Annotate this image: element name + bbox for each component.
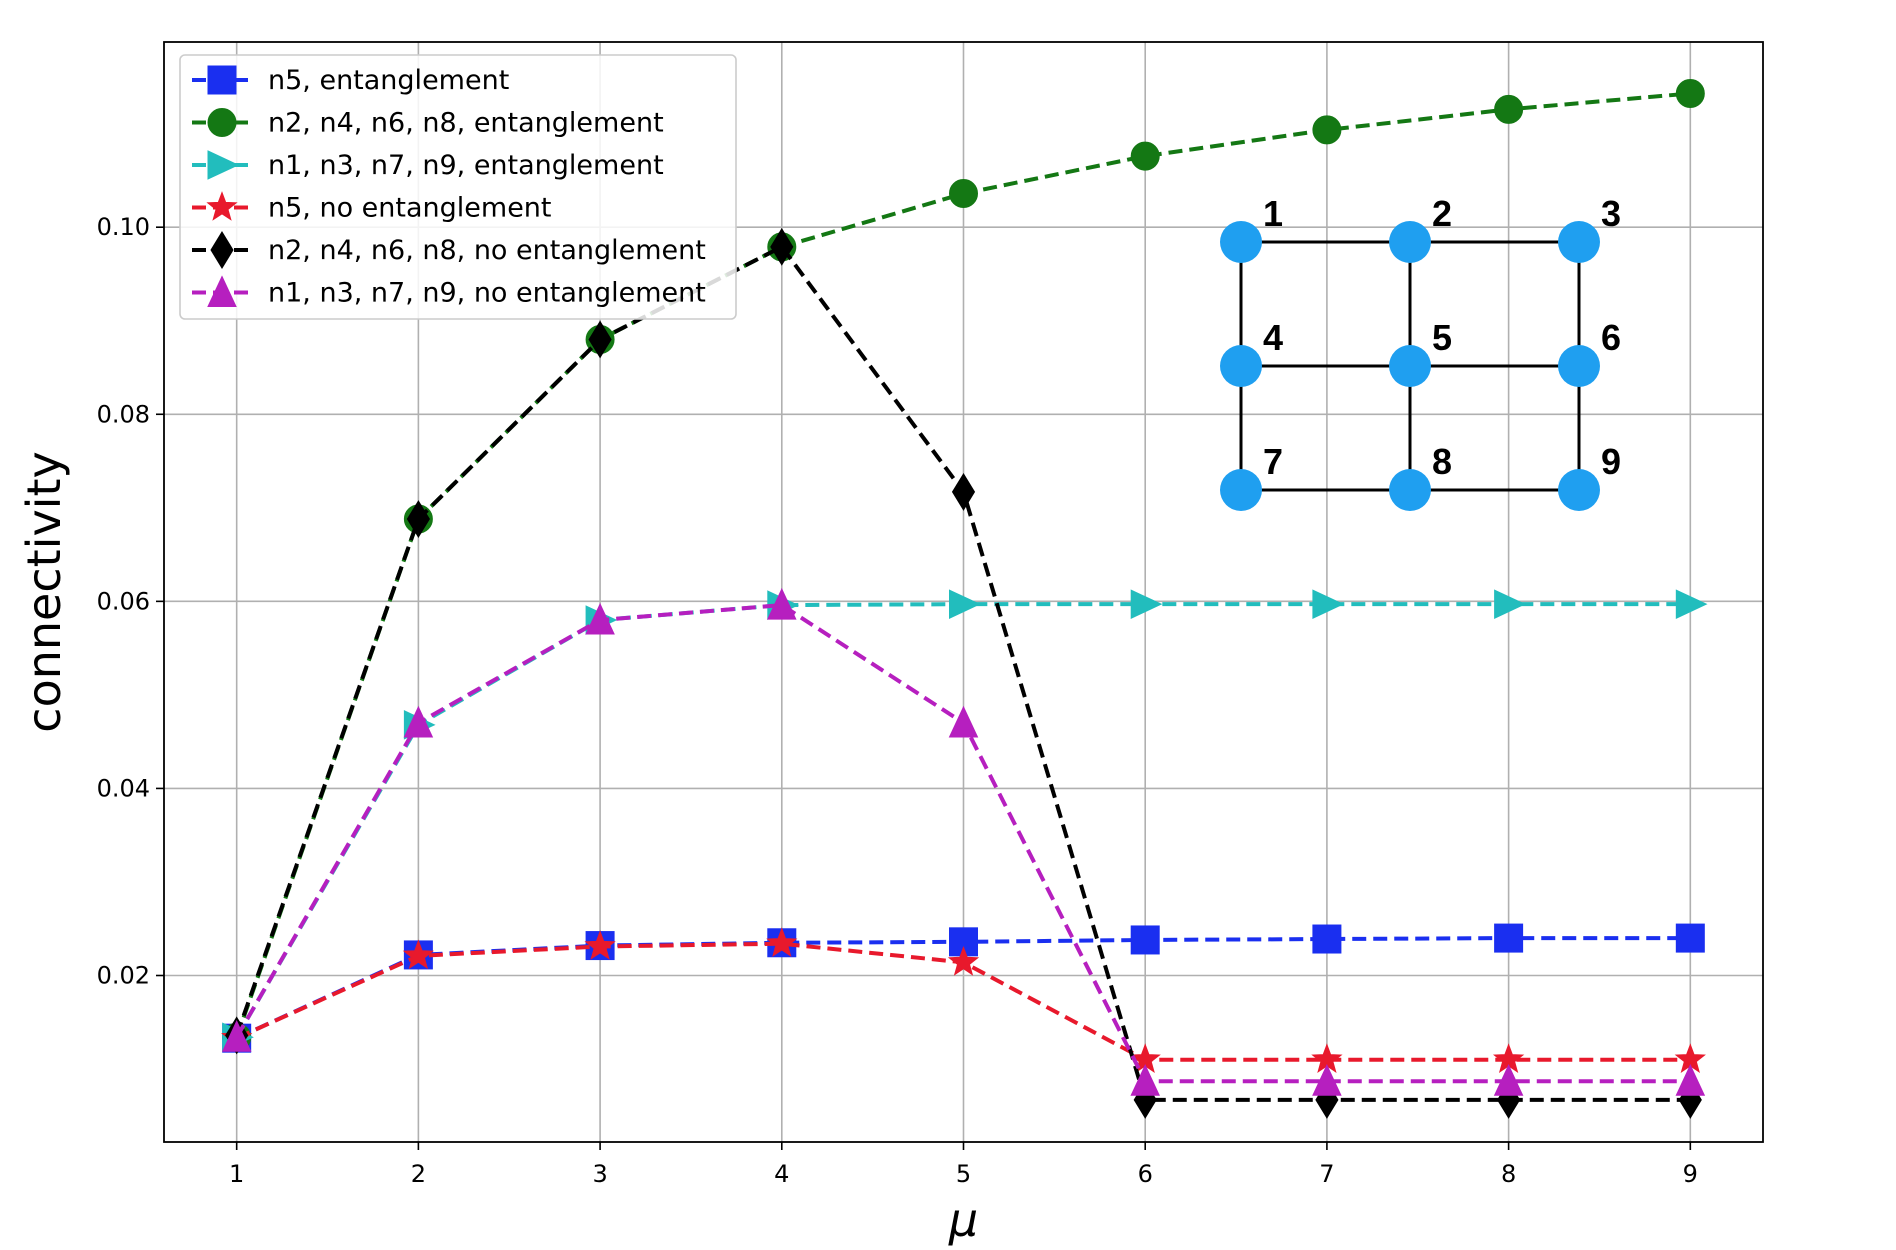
x-tick-label: 4 — [774, 1160, 789, 1188]
data-point — [403, 705, 434, 738]
data-point — [1130, 141, 1160, 171]
data-point — [1130, 1064, 1160, 1096]
series-6 — [221, 587, 1706, 1096]
data-point — [585, 602, 615, 635]
x-tick-label: 3 — [592, 1160, 607, 1188]
data-point — [1675, 589, 1708, 619]
data-point — [588, 320, 612, 359]
data-point — [949, 179, 978, 209]
y-tick-label: 0.04 — [97, 774, 150, 802]
y-tick-label: 0.08 — [97, 400, 150, 428]
inset-node — [1558, 221, 1600, 263]
y-tick-label: 0.10 — [97, 213, 150, 241]
inset-node-label: 7 — [1263, 441, 1283, 482]
data-point — [947, 945, 980, 976]
y-tick-label: 0.02 — [97, 962, 150, 990]
inset-node-label: 2 — [1432, 193, 1452, 234]
legend-label: n1, n3, n7, n9, no entanglement — [268, 278, 706, 309]
inset-node-label: 5 — [1432, 317, 1452, 358]
data-point — [1312, 589, 1345, 619]
legend-entry: n2, n4, n6, n8, no entanglement — [192, 231, 706, 269]
legend-marker — [207, 108, 237, 137]
legend-marker — [207, 150, 240, 180]
series-layer — [221, 78, 1708, 1119]
x-tick-label: 1 — [229, 1160, 244, 1188]
legend-label: n5, entanglement — [268, 65, 509, 96]
data-point — [1312, 1064, 1342, 1096]
data-point — [1494, 923, 1524, 953]
data-point — [1312, 924, 1342, 954]
legend-label: n2, n4, n6, n8, no entanglement — [268, 235, 706, 266]
inset-node-label: 4 — [1263, 317, 1283, 358]
legend-entry: n5, entanglement — [192, 65, 509, 96]
x-axis-label: μ — [948, 1193, 978, 1247]
data-point — [1312, 115, 1342, 145]
x-tick-label: 5 — [956, 1160, 971, 1188]
legend-entry: n5, no entanglement — [192, 191, 552, 224]
data-point — [1130, 925, 1160, 955]
data-point — [1675, 1064, 1706, 1096]
legend-entry: n2, n4, n6, n8, entanglement — [192, 108, 664, 139]
inset-node — [1389, 469, 1431, 511]
inset-node — [1220, 469, 1262, 511]
legend-label: n2, n4, n6, n8, entanglement — [268, 108, 664, 139]
data-point — [949, 589, 981, 619]
inset-node-label: 1 — [1263, 193, 1283, 234]
x-tick-label: 2 — [411, 1160, 426, 1188]
inset-node — [1389, 221, 1431, 263]
inset-node — [1389, 345, 1431, 387]
x-tick-label: 8 — [1501, 1160, 1516, 1188]
legend-entry: n1, n3, n7, n9, entanglement — [192, 150, 664, 181]
data-point — [1494, 589, 1526, 619]
inset-node-label: 6 — [1601, 317, 1621, 358]
x-tick-label: 6 — [1138, 1160, 1153, 1188]
data-point — [1494, 94, 1524, 124]
y-axis-label: connectivity — [17, 451, 71, 732]
x-tick-label: 9 — [1683, 1160, 1698, 1188]
data-point — [767, 587, 797, 620]
legend-marker — [210, 231, 234, 269]
data-point — [766, 927, 798, 957]
data-point — [948, 705, 979, 738]
inset-node — [1220, 221, 1262, 263]
legend-box — [179, 54, 737, 320]
data-point — [584, 930, 616, 960]
axis-ticks: 1 2 3 4 5 6 7 8 9 0.02 0.04 0.06 0.08 0.10 — [97, 213, 1698, 1188]
data-point — [1675, 923, 1705, 953]
legend-marker — [207, 275, 237, 307]
data-point — [402, 939, 435, 970]
legend-label: n1, n3, n7, n9, entanglement — [268, 150, 664, 181]
data-point — [951, 472, 976, 511]
data-point — [770, 227, 794, 266]
inset-node — [1558, 345, 1600, 387]
inset-node-label: 8 — [1432, 441, 1452, 482]
data-point — [1130, 589, 1163, 619]
network-inset: 1 2 3 4 5 6 7 8 9 — [1220, 193, 1621, 511]
inset-node — [1220, 345, 1262, 387]
y-tick-label: 0.06 — [97, 587, 150, 615]
inset-node-label: 3 — [1601, 193, 1621, 234]
data-point — [1675, 78, 1705, 108]
data-point — [406, 500, 430, 538]
legend: n5, entanglement n2, n4, n6, n8, entangle… — [179, 54, 737, 320]
inset-node-label: 9 — [1601, 441, 1621, 482]
data-point — [1493, 1064, 1524, 1096]
legend-entry: n1, n3, n7, n9, no entanglement — [192, 275, 706, 309]
legend-marker — [207, 65, 237, 95]
legend-label: n5, no entanglement — [268, 193, 552, 224]
legend-marker — [206, 191, 238, 221]
inset-node — [1558, 469, 1600, 511]
x-tick-label: 7 — [1319, 1160, 1334, 1188]
data-point — [221, 1020, 252, 1052]
